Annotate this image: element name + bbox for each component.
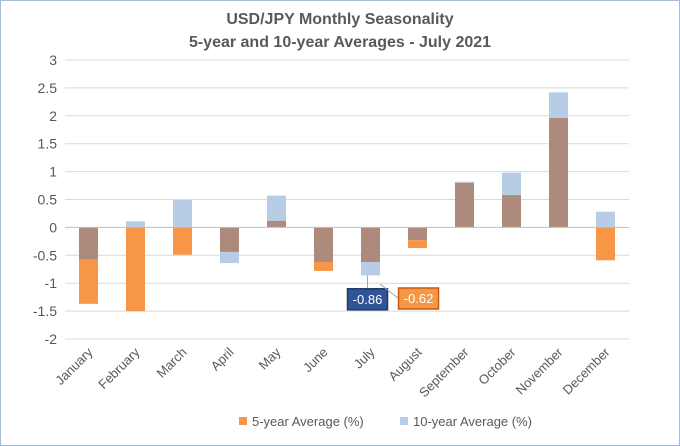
bar-overlap <box>267 221 286 228</box>
legend-swatch <box>239 417 247 425</box>
legend-label: 5-year Average (%) <box>252 414 364 429</box>
bars <box>79 92 615 311</box>
bar-10-year <box>267 196 286 221</box>
x-category-label: October <box>475 344 519 388</box>
bar-5-year <box>79 260 98 304</box>
legend-swatch <box>400 417 408 425</box>
bar-5-year <box>173 227 192 254</box>
x-category-label: April <box>208 344 237 373</box>
bar-10-year <box>549 92 568 118</box>
bar-overlap <box>408 227 427 240</box>
y-tick-label: 0.5 <box>38 192 58 208</box>
callout-label: -0.86 <box>353 292 383 307</box>
bar-10-year <box>596 212 615 228</box>
bar-10-year <box>455 182 474 183</box>
y-tick-label: -2 <box>45 331 58 347</box>
chart-title-line-1: USD/JPY Monthly Seasonality <box>226 11 453 28</box>
bar-overlap <box>220 227 239 252</box>
bar-10-year <box>502 173 521 195</box>
x-category-label: March <box>153 345 189 381</box>
y-tick-label: 2.5 <box>38 80 58 96</box>
bar-5-year <box>596 227 615 260</box>
chart-title-line-2: 5-year and 10-year Averages - July 2021 <box>189 34 491 51</box>
y-axis: 3 2.5 2 1.5 1 0.5 0 -0.5 -1 -1.5 -2 <box>33 52 57 347</box>
bar-overlap <box>455 183 474 228</box>
bar-5-year <box>408 240 427 248</box>
x-category-label: September <box>416 344 472 400</box>
legend-label: 10-year Average (%) <box>413 414 532 429</box>
bar-5-year <box>126 227 145 311</box>
y-tick-label: 2 <box>49 108 57 124</box>
y-tick-label: 1.5 <box>38 136 58 152</box>
chart-frame: USD/JPY Monthly Seasonality 5-year and 1… <box>0 0 680 446</box>
y-tick-label: 0 <box>49 219 57 235</box>
callouts: -0.86 -0.62 <box>348 275 439 309</box>
callout-label: -0.62 <box>404 291 434 306</box>
x-axis: January February March April May June July Augu… <box>52 344 613 400</box>
y-tick-label: -1 <box>45 275 58 291</box>
bar-10-year <box>126 221 145 227</box>
x-category-label: June <box>300 345 331 376</box>
x-category-label: February <box>95 344 143 392</box>
bar-overlap <box>314 227 333 262</box>
bar-5-year <box>314 262 333 271</box>
x-category-label: November <box>513 344 566 397</box>
y-tick-label: 1 <box>49 164 57 180</box>
bar-10-year <box>220 252 239 263</box>
y-tick-label: 3 <box>49 52 57 68</box>
bar-overlap <box>79 227 98 259</box>
x-category-label: July <box>351 344 378 371</box>
legend: 5-year Average (%) 10-year Average (%) <box>239 414 532 429</box>
y-tick-label: -1.5 <box>33 303 57 319</box>
bar-overlap <box>361 227 380 262</box>
x-category-label: May <box>256 344 284 372</box>
x-category-label: January <box>52 344 96 388</box>
bar-10-year <box>173 200 192 227</box>
seasonality-chart: USD/JPY Monthly Seasonality 5-year and 1… <box>1 1 679 445</box>
bar-overlap <box>549 118 568 227</box>
x-category-label: December <box>560 344 613 397</box>
x-category-label: August <box>385 344 424 383</box>
bar-overlap <box>502 195 521 227</box>
y-tick-label: -0.5 <box>33 247 57 263</box>
bar-10-year <box>361 262 380 275</box>
